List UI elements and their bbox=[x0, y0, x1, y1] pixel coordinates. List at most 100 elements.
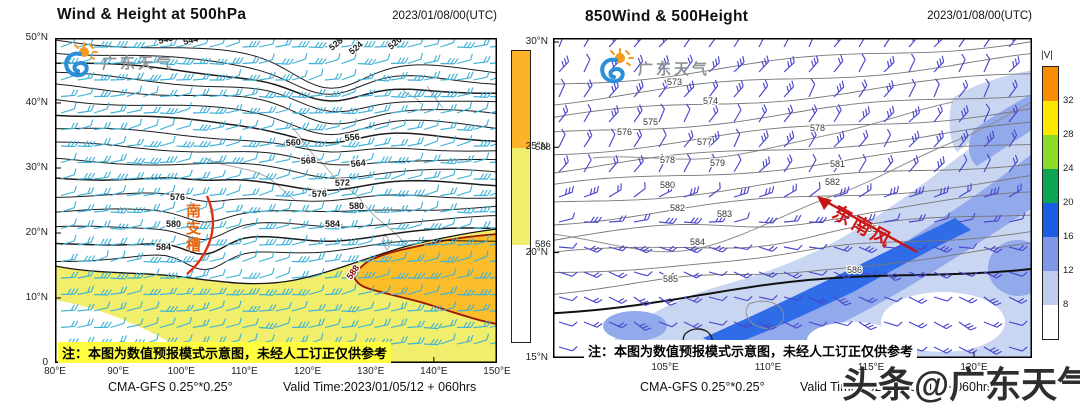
wind-barb bbox=[93, 204, 112, 213]
wind-barb bbox=[633, 80, 644, 98]
wind-barb bbox=[357, 185, 374, 197]
wind-barb bbox=[390, 318, 408, 329]
wind-barb bbox=[259, 173, 277, 180]
wind-barb bbox=[209, 187, 227, 197]
wind-barb bbox=[407, 218, 424, 230]
height-contours bbox=[553, 41, 1032, 315]
wind-barb bbox=[126, 171, 145, 180]
left-disclaimer-note: 注：本图为数值预报模式示意图，未经人工订正仅供参考 bbox=[58, 342, 392, 363]
height-shading-over-588 bbox=[353, 234, 497, 324]
contour-label: 564 bbox=[350, 157, 366, 169]
contour-line bbox=[553, 163, 1032, 203]
wind-barb bbox=[633, 271, 653, 277]
x-axis-label: 115°E bbox=[857, 362, 885, 373]
wind-barb bbox=[808, 321, 828, 327]
colorbar-segment bbox=[1043, 203, 1058, 237]
wind-barb bbox=[291, 255, 310, 263]
wind-barb bbox=[958, 271, 978, 277]
wind-barb bbox=[77, 219, 95, 230]
wind-barb bbox=[324, 137, 342, 147]
wind-barb bbox=[242, 188, 260, 197]
wind-barb bbox=[456, 169, 474, 180]
wind-barb bbox=[783, 214, 802, 223]
contour-line bbox=[553, 73, 1032, 118]
wind-barb bbox=[341, 206, 360, 214]
wind-barb bbox=[143, 85, 159, 98]
contour-line bbox=[55, 239, 497, 271]
wind-barb bbox=[93, 301, 111, 312]
wind-barb bbox=[1008, 183, 1022, 198]
wind-barb bbox=[783, 104, 794, 123]
wind-barb bbox=[958, 130, 969, 148]
wind-barb bbox=[583, 103, 592, 123]
wind-barb bbox=[683, 103, 691, 123]
x-axis-label: 140°E bbox=[420, 366, 448, 377]
wind-barb bbox=[77, 303, 95, 312]
wind-barb bbox=[456, 87, 474, 98]
wind-barb bbox=[423, 54, 441, 65]
wind-barb bbox=[423, 252, 441, 263]
wind-barb bbox=[192, 106, 211, 114]
colorbar-segment bbox=[1043, 101, 1058, 135]
wind-barb bbox=[1008, 212, 1026, 223]
wind-barb bbox=[324, 90, 343, 98]
wind-barb bbox=[390, 40, 409, 48]
wind-barb bbox=[658, 103, 665, 123]
wind-barb bbox=[225, 69, 242, 81]
wind-barb bbox=[341, 172, 360, 180]
wind-barb bbox=[833, 186, 850, 198]
wind-barb bbox=[176, 119, 193, 131]
wind-barb bbox=[110, 317, 127, 329]
wind-barb bbox=[407, 337, 425, 345]
wind-shading-medium-4 bbox=[603, 311, 667, 341]
wind-barb bbox=[473, 234, 490, 246]
wind-barb bbox=[456, 155, 475, 164]
wind-barb bbox=[258, 53, 275, 65]
wind-barb bbox=[324, 237, 343, 246]
wind-barb bbox=[933, 346, 953, 354]
wind-barb bbox=[93, 289, 113, 296]
wind-barb bbox=[683, 54, 693, 73]
wind-barb bbox=[176, 220, 194, 230]
wind-barb bbox=[683, 186, 700, 198]
wind-barb bbox=[291, 91, 311, 99]
contour-label-layer: 573 574 575 576 577 578 578 579 580 581 582 582 583 5… bbox=[616, 76, 878, 285]
wind-barb bbox=[440, 90, 459, 98]
wind-barb bbox=[126, 118, 143, 131]
contour-line bbox=[553, 52, 1032, 106]
wind-barb bbox=[110, 272, 129, 280]
wind-barb bbox=[456, 217, 473, 230]
contour-label: 577 bbox=[697, 137, 712, 147]
wind-barb bbox=[159, 135, 176, 147]
wind-barb bbox=[407, 52, 423, 65]
contour-line bbox=[55, 192, 497, 203]
wind-barb bbox=[958, 53, 966, 73]
wind-barb bbox=[357, 217, 374, 230]
wind-barb bbox=[883, 38, 893, 48]
wind-barb bbox=[683, 80, 695, 98]
wind-barb bbox=[758, 130, 769, 148]
wind-barb bbox=[110, 301, 127, 312]
wind-barb bbox=[308, 201, 325, 213]
weather-logo-icon bbox=[64, 42, 98, 78]
wind-barb bbox=[159, 39, 178, 48]
wind-barb bbox=[258, 304, 277, 312]
wind-barb bbox=[159, 58, 179, 66]
wind-barb bbox=[440, 318, 458, 329]
wind-barb bbox=[159, 256, 179, 264]
wind-barb bbox=[291, 300, 308, 312]
wind-barb bbox=[143, 56, 161, 65]
wind-barb bbox=[341, 219, 359, 230]
wind-barb bbox=[357, 170, 376, 180]
wind-barb bbox=[958, 296, 978, 304]
wind-barb bbox=[608, 38, 620, 48]
colorbar-label: 12 bbox=[1063, 265, 1074, 276]
wind-barb bbox=[275, 168, 291, 180]
wind-barb bbox=[126, 72, 145, 81]
wind-barb bbox=[275, 202, 292, 213]
wind-barb bbox=[908, 53, 916, 73]
wind-barb bbox=[110, 223, 129, 230]
colorbar-segment bbox=[1043, 271, 1058, 305]
wind-barb bbox=[440, 103, 457, 114]
wind-barb bbox=[242, 119, 259, 131]
